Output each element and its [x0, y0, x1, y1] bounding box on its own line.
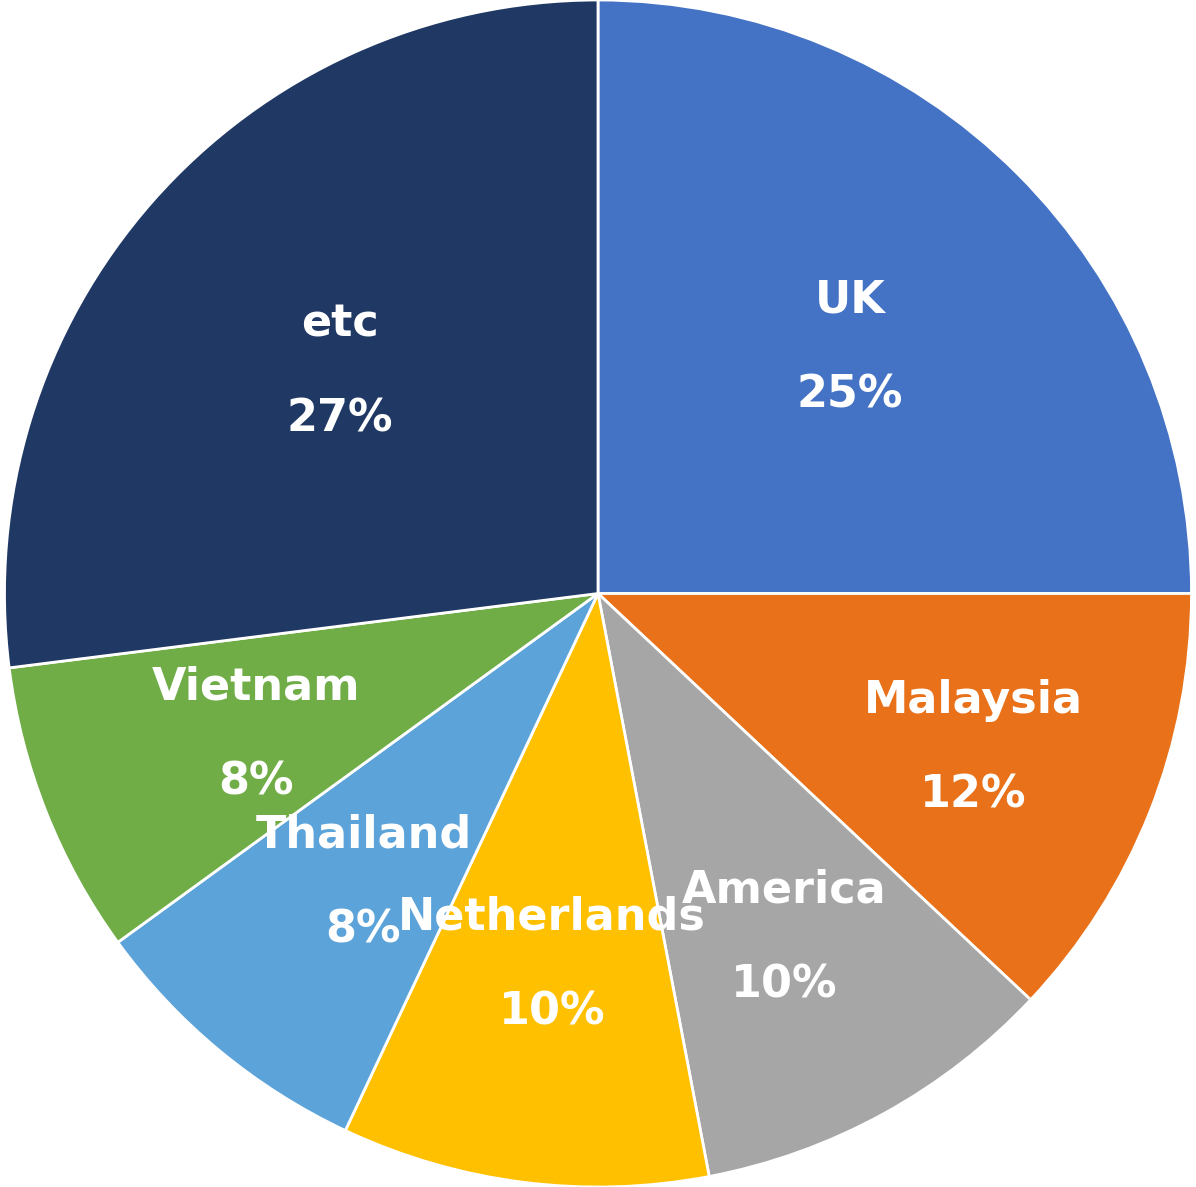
- Text: 10%: 10%: [731, 964, 837, 1007]
- Text: 8%: 8%: [325, 909, 401, 952]
- Text: 12%: 12%: [920, 774, 1026, 817]
- Text: 25%: 25%: [797, 374, 903, 417]
- Wedge shape: [346, 594, 709, 1187]
- Text: 27%: 27%: [287, 398, 393, 440]
- Wedge shape: [598, 594, 1191, 999]
- Text: America: America: [682, 869, 886, 912]
- Text: Vietnam: Vietnam: [152, 666, 360, 709]
- Text: etc: etc: [301, 303, 379, 345]
- Text: UK: UK: [814, 279, 885, 322]
- Text: 10%: 10%: [499, 990, 605, 1034]
- Wedge shape: [598, 0, 1191, 594]
- Text: Thailand: Thailand: [255, 814, 471, 857]
- Wedge shape: [118, 594, 598, 1130]
- Wedge shape: [5, 0, 598, 668]
- Wedge shape: [598, 594, 1031, 1176]
- Text: Malaysia: Malaysia: [864, 679, 1082, 722]
- Text: 8%: 8%: [218, 761, 294, 804]
- Text: Netherlands: Netherlands: [398, 895, 706, 939]
- Wedge shape: [10, 594, 598, 942]
